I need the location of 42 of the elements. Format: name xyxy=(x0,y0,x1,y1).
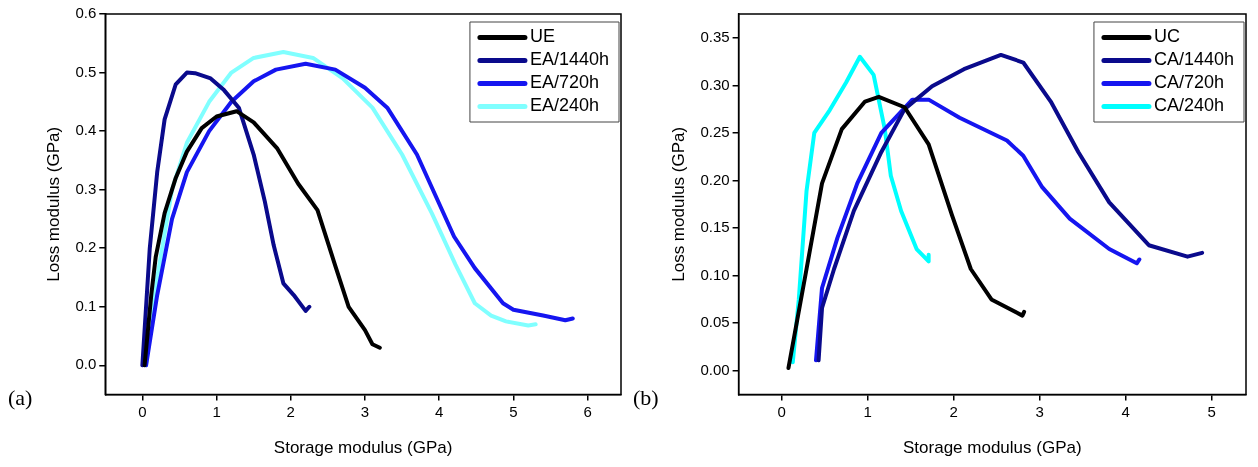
x-axis-title: Storage modulus (GPa) xyxy=(273,438,453,458)
y-tick-label: 0.05 xyxy=(700,313,730,331)
text: (b) xyxy=(633,384,659,410)
x-tick-label: 4 xyxy=(1121,402,1130,420)
x-tick-label: 5 xyxy=(1207,402,1216,420)
x-tick-label: 0 xyxy=(777,402,786,420)
y-tick-label: 0.25 xyxy=(700,123,730,141)
text: (a) xyxy=(8,384,33,410)
y-tick-label: 0.5 xyxy=(75,62,97,80)
x-tick-label: 0 xyxy=(138,402,147,420)
x-tick-label: 1 xyxy=(212,402,221,420)
y-tick-label: 0.6 xyxy=(75,4,97,22)
y-tick-label: 0.0 xyxy=(75,355,97,373)
x-tick-label: 4 xyxy=(435,402,444,420)
y-tick-label: 0.4 xyxy=(75,121,97,139)
y-tick-label: 0.20 xyxy=(700,170,730,188)
legend-label: CA/240h xyxy=(1153,95,1224,116)
legend-label: EA/720h xyxy=(529,72,599,93)
legend-label: EA/1440h xyxy=(529,49,610,70)
x-tick-label: 2 xyxy=(286,402,295,420)
y-tick-label: 0.1 xyxy=(75,296,97,314)
legend-label: CA/720h xyxy=(1153,72,1224,93)
y-tick-label: 0.35 xyxy=(700,27,730,45)
x-axis-title: Storage modulus (GPa) xyxy=(903,438,1082,458)
y-tick-label: 0.10 xyxy=(700,265,730,283)
x-tick-label: 3 xyxy=(360,402,370,420)
x-tick-label: 2 xyxy=(949,402,958,420)
y-tick-label: 0.2 xyxy=(75,238,97,256)
legend-label: EA/240h xyxy=(529,95,599,116)
y-tick-label: 0.15 xyxy=(700,218,730,236)
x-tick-label: 1 xyxy=(863,402,872,420)
y-tick-label: 0.30 xyxy=(700,75,730,93)
y-axis-title: Loss modulus (GPa) xyxy=(43,126,63,282)
legend-label: CA/1440h xyxy=(1153,49,1234,70)
x-tick-label: 6 xyxy=(583,402,592,420)
y-tick-label: 0.3 xyxy=(75,179,97,197)
y-tick-label: 0.00 xyxy=(700,360,730,378)
legend-label: UE xyxy=(529,26,555,47)
x-tick-label: 5 xyxy=(509,402,518,420)
x-tick-label: 3 xyxy=(1035,402,1044,420)
y-axis-title: Loss modulus (GPa) xyxy=(668,126,688,282)
legend-label: UC xyxy=(1153,26,1180,47)
